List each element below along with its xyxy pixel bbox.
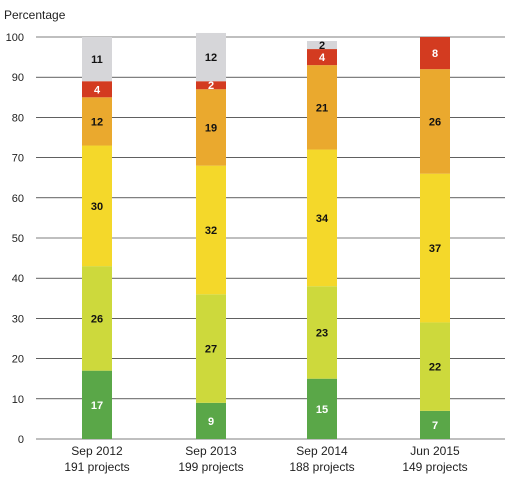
bar-segment xyxy=(420,37,450,70)
data-label: 30 xyxy=(91,201,103,213)
data-label: 4 xyxy=(319,52,326,64)
data-label: 12 xyxy=(205,52,217,64)
data-label: 32 xyxy=(205,225,217,237)
bar-segment xyxy=(307,49,337,66)
data-label: 2 xyxy=(208,80,214,92)
x-tick-label-date: Sep 2014 xyxy=(296,444,348,458)
bar-segment xyxy=(420,173,450,323)
data-label: 23 xyxy=(316,327,328,339)
data-label: 27 xyxy=(205,344,217,356)
bar-segment xyxy=(420,322,450,411)
data-label: 21 xyxy=(316,102,328,114)
data-label: 37 xyxy=(429,243,441,255)
x-tick-label-projects: 188 projects xyxy=(289,460,354,474)
bar-segment xyxy=(196,32,226,82)
y-tick-label: 50 xyxy=(12,233,24,245)
bar-stack: 9 27 32 19 2 12 xyxy=(196,32,226,439)
bar-segment xyxy=(196,294,226,403)
data-label: 26 xyxy=(91,313,103,325)
data-label: 22 xyxy=(429,362,441,374)
y-tick-label: 40 xyxy=(12,273,24,285)
bar-segment xyxy=(82,145,112,267)
data-label: 12 xyxy=(91,116,103,128)
bar-segment xyxy=(82,370,112,439)
data-label: 7 xyxy=(432,420,438,432)
x-tick-label-date: Jun 2015 xyxy=(410,444,460,458)
bar-segment xyxy=(196,81,226,90)
x-tick-label-date: Sep 2012 xyxy=(71,444,123,458)
bar-segment xyxy=(307,286,337,379)
bar-segment xyxy=(82,81,112,98)
data-label: 9 xyxy=(208,416,214,428)
bar-segment xyxy=(82,37,112,82)
bar-segment xyxy=(196,165,226,295)
data-label: 8 xyxy=(432,48,438,60)
data-label: 17 xyxy=(91,400,103,412)
x-category-labels: Sep 2012 191 projects Sep 2013 199 projects… xyxy=(64,444,467,474)
y-tick-labels: 0 10 20 30 40 50 60 70 80 90 100 xyxy=(6,32,24,446)
data-label: 2 xyxy=(319,40,325,52)
bar-stack: 15 23 34 21 42 xyxy=(307,40,337,439)
bar-segment xyxy=(307,65,337,150)
y-tick-label: 70 xyxy=(12,153,24,165)
y-tick-label: 20 xyxy=(12,354,24,366)
bar-segment xyxy=(196,89,226,166)
y-tick-label: 90 xyxy=(12,72,24,84)
bar-segment xyxy=(82,266,112,371)
data-label: 15 xyxy=(316,404,328,416)
bar-segment xyxy=(307,378,337,439)
y-tick-label: 100 xyxy=(6,32,24,44)
bar-segment xyxy=(420,69,450,174)
x-tick-label-projects: 191 projects xyxy=(64,460,129,474)
y-tick-label: 60 xyxy=(12,193,24,205)
data-label: 19 xyxy=(205,122,217,134)
bar-segment xyxy=(307,41,337,50)
x-tick-label-date: Sep 2013 xyxy=(185,444,237,458)
y-axis-title: Percentage xyxy=(4,8,66,22)
bar-segment xyxy=(82,97,112,146)
x-tick-label-projects: 199 projects xyxy=(178,460,243,474)
bar-stack: 7 22 37 26 8 xyxy=(420,37,450,439)
data-label: 11 xyxy=(91,54,103,66)
bar-segment xyxy=(420,410,450,439)
x-tick-label-projects: 149 projects xyxy=(402,460,467,474)
data-label: 4 xyxy=(94,84,101,96)
y-tick-label: 0 xyxy=(18,434,24,446)
data-label: 26 xyxy=(429,116,441,128)
data-label: 34 xyxy=(316,213,329,225)
bar-segment xyxy=(307,149,337,287)
y-tick-label: 30 xyxy=(12,313,24,325)
bar-segment xyxy=(196,402,226,439)
bar-stack: 17 26 30 12 4 11 xyxy=(82,37,112,439)
y-tick-label: 10 xyxy=(12,394,24,406)
y-tick-label: 80 xyxy=(12,112,24,124)
